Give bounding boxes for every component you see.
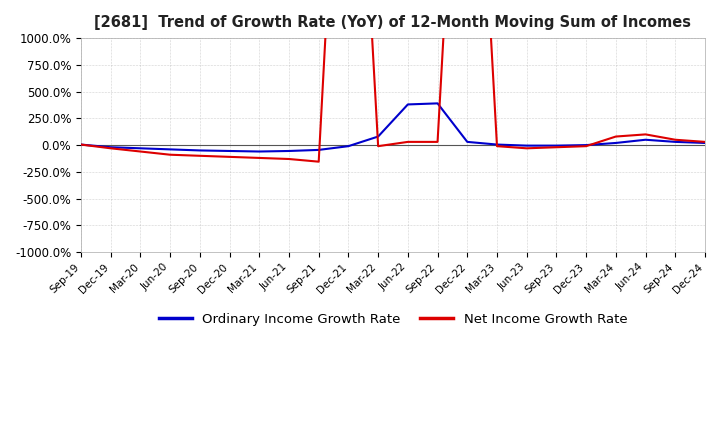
Net Income Growth Rate (642, 132, 650, 137)
Net Income Growth Rate (701, 139, 709, 144)
Net Income Growth Rate (136, 149, 145, 154)
Line: Ordinary Income Growth Rate: Ordinary Income Growth Rate (81, 103, 705, 151)
Ordinary Income Growth Rate (315, 147, 323, 153)
Ordinary Income Growth Rate (611, 140, 620, 146)
Net Income Growth Rate (582, 143, 590, 149)
Net Income Growth Rate (492, 143, 501, 149)
Ordinary Income Growth Rate (552, 143, 561, 148)
Legend: Ordinary Income Growth Rate, Net Income Growth Rate: Ordinary Income Growth Rate, Net Income … (153, 308, 633, 331)
Net Income Growth Rate (552, 145, 561, 150)
Line: Net Income Growth Rate: Net Income Growth Rate (81, 0, 705, 161)
Ordinary Income Growth Rate (582, 143, 590, 148)
Net Income Growth Rate (196, 153, 204, 158)
Ordinary Income Growth Rate (403, 102, 412, 107)
Net Income Growth Rate (76, 142, 85, 147)
Ordinary Income Growth Rate (344, 143, 353, 149)
Title: [2681]  Trend of Growth Rate (YoY) of 12-Month Moving Sum of Incomes: [2681] Trend of Growth Rate (YoY) of 12-… (94, 15, 691, 30)
Ordinary Income Growth Rate (523, 143, 531, 148)
Ordinary Income Growth Rate (76, 142, 85, 147)
Ordinary Income Growth Rate (433, 101, 442, 106)
Net Income Growth Rate (671, 137, 680, 143)
Ordinary Income Growth Rate (255, 149, 264, 154)
Net Income Growth Rate (166, 152, 174, 158)
Ordinary Income Growth Rate (463, 139, 472, 144)
Net Income Growth Rate (315, 159, 323, 164)
Ordinary Income Growth Rate (671, 139, 680, 144)
Ordinary Income Growth Rate (136, 146, 145, 151)
Ordinary Income Growth Rate (284, 148, 293, 154)
Ordinary Income Growth Rate (701, 140, 709, 146)
Ordinary Income Growth Rate (642, 137, 650, 143)
Net Income Growth Rate (107, 146, 115, 151)
Net Income Growth Rate (433, 139, 442, 144)
Ordinary Income Growth Rate (166, 147, 174, 152)
Net Income Growth Rate (523, 146, 531, 151)
Ordinary Income Growth Rate (196, 148, 204, 153)
Ordinary Income Growth Rate (374, 134, 382, 139)
Net Income Growth Rate (611, 134, 620, 139)
Ordinary Income Growth Rate (492, 142, 501, 147)
Net Income Growth Rate (403, 139, 412, 144)
Ordinary Income Growth Rate (107, 145, 115, 150)
Net Income Growth Rate (284, 156, 293, 161)
Net Income Growth Rate (374, 143, 382, 149)
Ordinary Income Growth Rate (225, 148, 234, 154)
Net Income Growth Rate (255, 155, 264, 161)
Net Income Growth Rate (225, 154, 234, 160)
